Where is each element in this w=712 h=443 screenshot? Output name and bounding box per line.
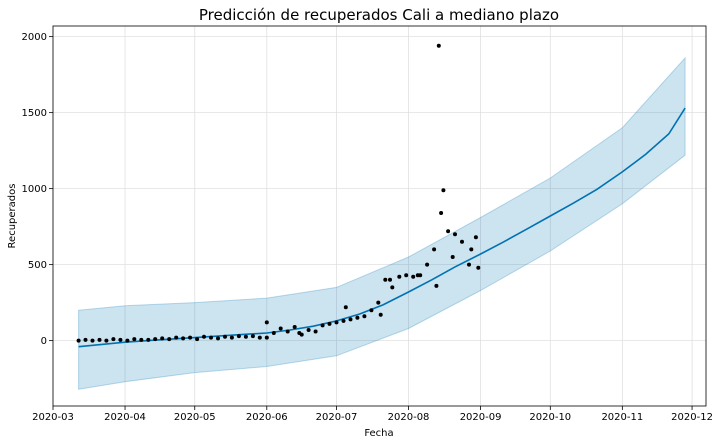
observed-point [476, 265, 481, 270]
observed-point [146, 337, 151, 342]
observed-point [334, 320, 339, 325]
observed-point [362, 314, 367, 319]
observed-point [174, 335, 179, 340]
y-tick-label: 1000 [22, 184, 47, 195]
uncertainty-band [78, 56, 686, 390]
observed-point [460, 239, 464, 244]
observed-point [404, 273, 409, 278]
observed-point [436, 43, 441, 48]
observed-point [446, 229, 451, 234]
x-tick-label: 2020-08 [388, 412, 430, 423]
observed-point [153, 337, 158, 342]
observed-point [348, 317, 353, 322]
observed-point [76, 338, 81, 343]
y-tick-label: 2000 [22, 32, 47, 43]
observed-point [439, 211, 444, 215]
x-tick-label: 2020-04 [104, 412, 146, 423]
observed-point [320, 323, 325, 328]
x-tick-label: 2020-10 [529, 412, 571, 423]
observed-point [139, 337, 144, 342]
x-tick-label: 2020-05 [174, 412, 216, 423]
observed-point [434, 283, 439, 288]
x-axis-label: Fecha [364, 428, 393, 439]
observed-point [469, 247, 474, 252]
observed-point [327, 321, 332, 326]
observed-point [415, 273, 420, 278]
plot-area-frame [52, 25, 707, 407]
observed-point [285, 329, 290, 334]
observed-point [369, 308, 374, 313]
observed-point [104, 338, 109, 343]
observed-point [313, 329, 318, 334]
observed-point [411, 274, 416, 279]
y-tick-label: 500 [28, 260, 47, 271]
observed-point [223, 334, 227, 339]
observed-point [195, 337, 200, 342]
observed-point [292, 325, 297, 329]
observed-point [118, 337, 123, 342]
observed-point [202, 334, 206, 339]
observed-point [306, 328, 311, 332]
observed-point [264, 320, 269, 325]
observed-point [432, 247, 437, 252]
observed-point [397, 274, 402, 279]
x-tick-label: 2020-07 [316, 412, 358, 423]
observed-point [271, 331, 276, 335]
observed-point [83, 337, 88, 342]
observed-point [132, 337, 137, 342]
observed-point [90, 338, 95, 343]
observed-point [236, 334, 241, 339]
observed-point [167, 337, 172, 342]
observed-point [376, 300, 381, 305]
observed-point [441, 188, 446, 193]
y-axis-label: Recuperados [7, 184, 18, 249]
observed-point [97, 337, 102, 342]
observed-point [467, 262, 471, 267]
x-tick-label: 2020-12 [671, 412, 712, 423]
observed-point [355, 315, 360, 320]
observed-point [243, 334, 248, 339]
x-axis-ticks: 2020-03 2020-04 2020-05 2020-06 2020-07 2020-… [32, 406, 712, 423]
observed-point [383, 277, 388, 282]
observed-point [341, 318, 346, 323]
observed-points [76, 43, 481, 343]
observed-point [388, 277, 392, 282]
observed-point [111, 337, 116, 342]
observed-point [390, 285, 395, 290]
observed-point [450, 255, 455, 259]
observed-point [278, 326, 283, 331]
observed-point [378, 312, 383, 317]
x-tick-label: 2020-06 [246, 412, 288, 423]
observed-point [209, 335, 213, 340]
y-tick-label: 1500 [22, 108, 47, 119]
x-tick-label: 2020-03 [32, 412, 74, 423]
observed-point [297, 331, 302, 335]
x-tick-label: 2020-11 [601, 412, 643, 423]
y-axis-ticks: 0 500 1000 1500 2000 [22, 32, 53, 347]
forecast-series-line [78, 107, 686, 348]
observed-point [125, 338, 130, 343]
observed-point [229, 335, 234, 340]
observed-point [257, 335, 262, 340]
observed-point [216, 336, 220, 341]
observed-point [181, 336, 186, 341]
y-tick-label: 0 [41, 336, 47, 347]
observed-point [343, 305, 348, 310]
observed-point [160, 336, 165, 341]
observed-point [453, 232, 457, 237]
chart-title: Predicción de recuperados Cali a mediano… [199, 6, 559, 24]
forecast-line [78, 107, 686, 348]
x-tick-label: 2020-09 [460, 412, 502, 423]
observed-point [264, 335, 269, 340]
observed-point [188, 335, 193, 340]
observed-point [250, 334, 255, 339]
observed-point [425, 262, 430, 267]
uncertainty-interval [78, 56, 686, 390]
observed-point [473, 235, 478, 240]
